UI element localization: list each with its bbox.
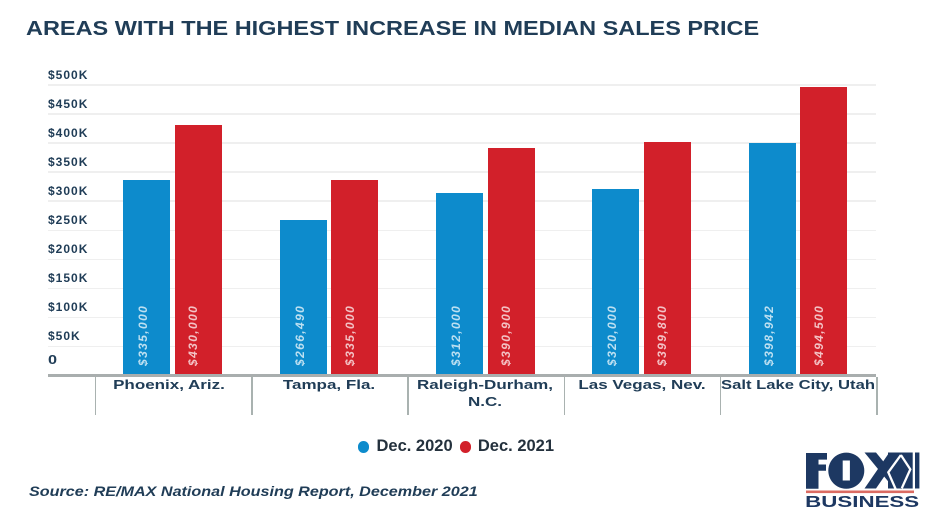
svg-text:BUSINESS: BUSINESS bbox=[805, 494, 919, 511]
